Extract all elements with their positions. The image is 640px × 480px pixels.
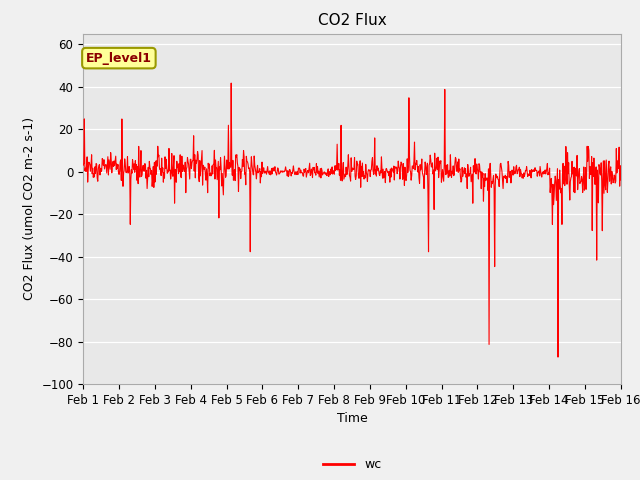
X-axis label: Time: Time xyxy=(337,412,367,425)
Y-axis label: CO2 Flux (umol CO2 m-2 s-1): CO2 Flux (umol CO2 m-2 s-1) xyxy=(23,117,36,300)
Text: EP_level1: EP_level1 xyxy=(86,52,152,65)
Legend: wc: wc xyxy=(317,453,387,476)
Title: CO2 Flux: CO2 Flux xyxy=(317,13,387,28)
